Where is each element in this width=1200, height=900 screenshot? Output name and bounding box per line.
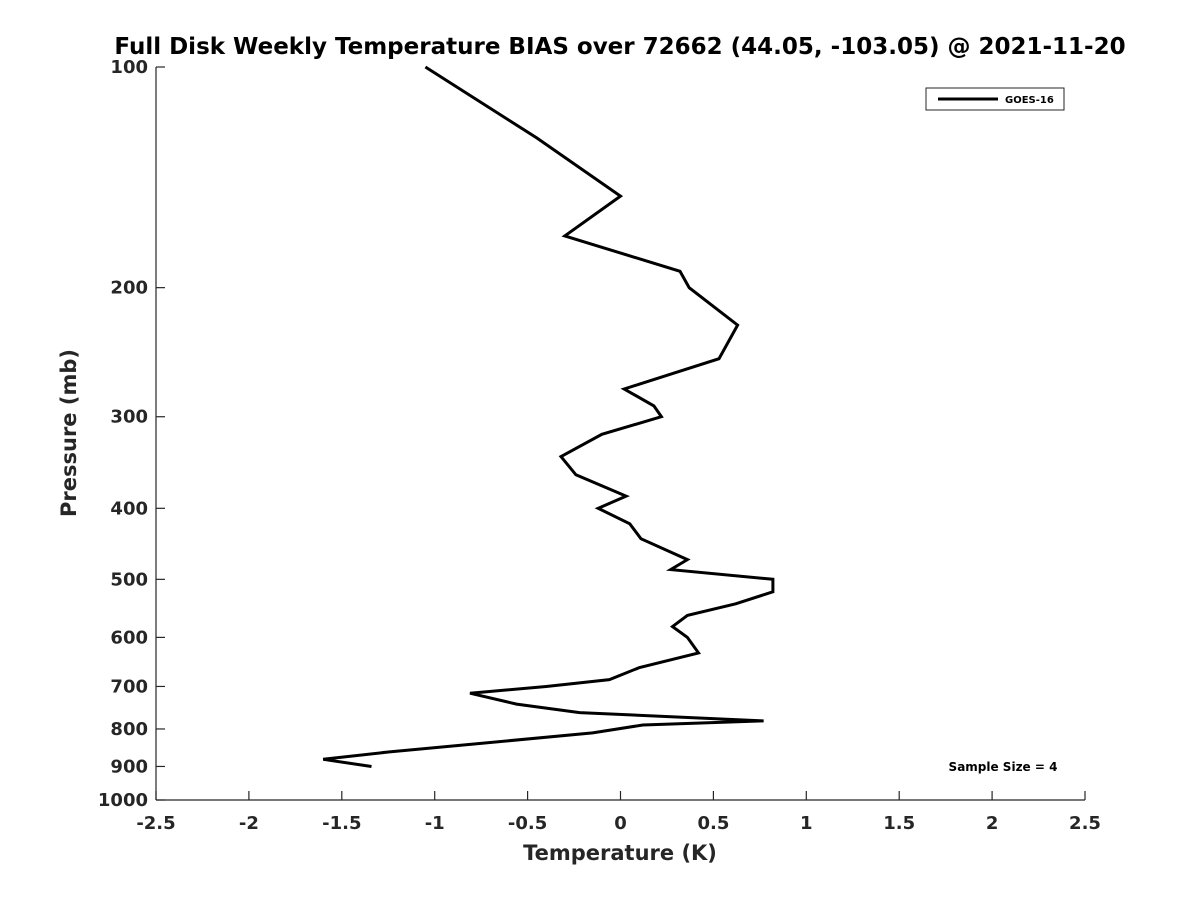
y-axis-label: Pressure (mb) bbox=[57, 349, 81, 517]
x-tick-label: 2 bbox=[986, 813, 999, 834]
y-tick-label: 300 bbox=[110, 407, 148, 428]
y-tick-label: 700 bbox=[110, 676, 148, 697]
y-tick-label: 500 bbox=[110, 569, 148, 590]
legend-label-goes-16: GOES-16 bbox=[1005, 95, 1054, 106]
y-tick-label: 200 bbox=[110, 278, 148, 299]
x-tick-label: 2.5 bbox=[1069, 813, 1101, 834]
x-tick-label: 0.5 bbox=[697, 813, 729, 834]
legend: GOES-16 bbox=[925, 87, 1065, 111]
series-line-goes-16 bbox=[322, 65, 775, 768]
y-tick-label: 800 bbox=[110, 719, 148, 740]
x-tick-label: 1.5 bbox=[883, 813, 915, 834]
x-tick-label: 1 bbox=[800, 813, 813, 834]
x-tick-label: 0 bbox=[614, 813, 627, 834]
x-tick-label: -1 bbox=[425, 813, 445, 834]
y-tick-label: 900 bbox=[110, 756, 148, 777]
y-tick-label: 600 bbox=[110, 627, 148, 648]
x-tick-label: -1.5 bbox=[322, 813, 361, 834]
y-tick-label: 100 bbox=[110, 57, 148, 78]
y-tick-label: 1000 bbox=[98, 790, 148, 811]
x-tick-label: -2 bbox=[239, 813, 259, 834]
chart-title: Full Disk Weekly Temperature BIAS over 7… bbox=[114, 34, 1125, 60]
y-axis-ticks: 100 200 300 400 500 600 700 800 900 1000 bbox=[98, 57, 165, 811]
x-axis-ticks: -2.5 -2 -1.5 -1 -0.5 0 0.5 1 1.5 2 2.5 bbox=[136, 791, 1101, 834]
x-axis-label: Temperature (K) bbox=[523, 841, 717, 865]
y-tick-label: 400 bbox=[110, 498, 148, 519]
sample-size-annotation: Sample Size = 4 bbox=[949, 760, 1058, 774]
plot-area bbox=[156, 67, 1085, 800]
x-tick-label: -2.5 bbox=[136, 813, 175, 834]
x-tick-label: -0.5 bbox=[508, 813, 547, 834]
